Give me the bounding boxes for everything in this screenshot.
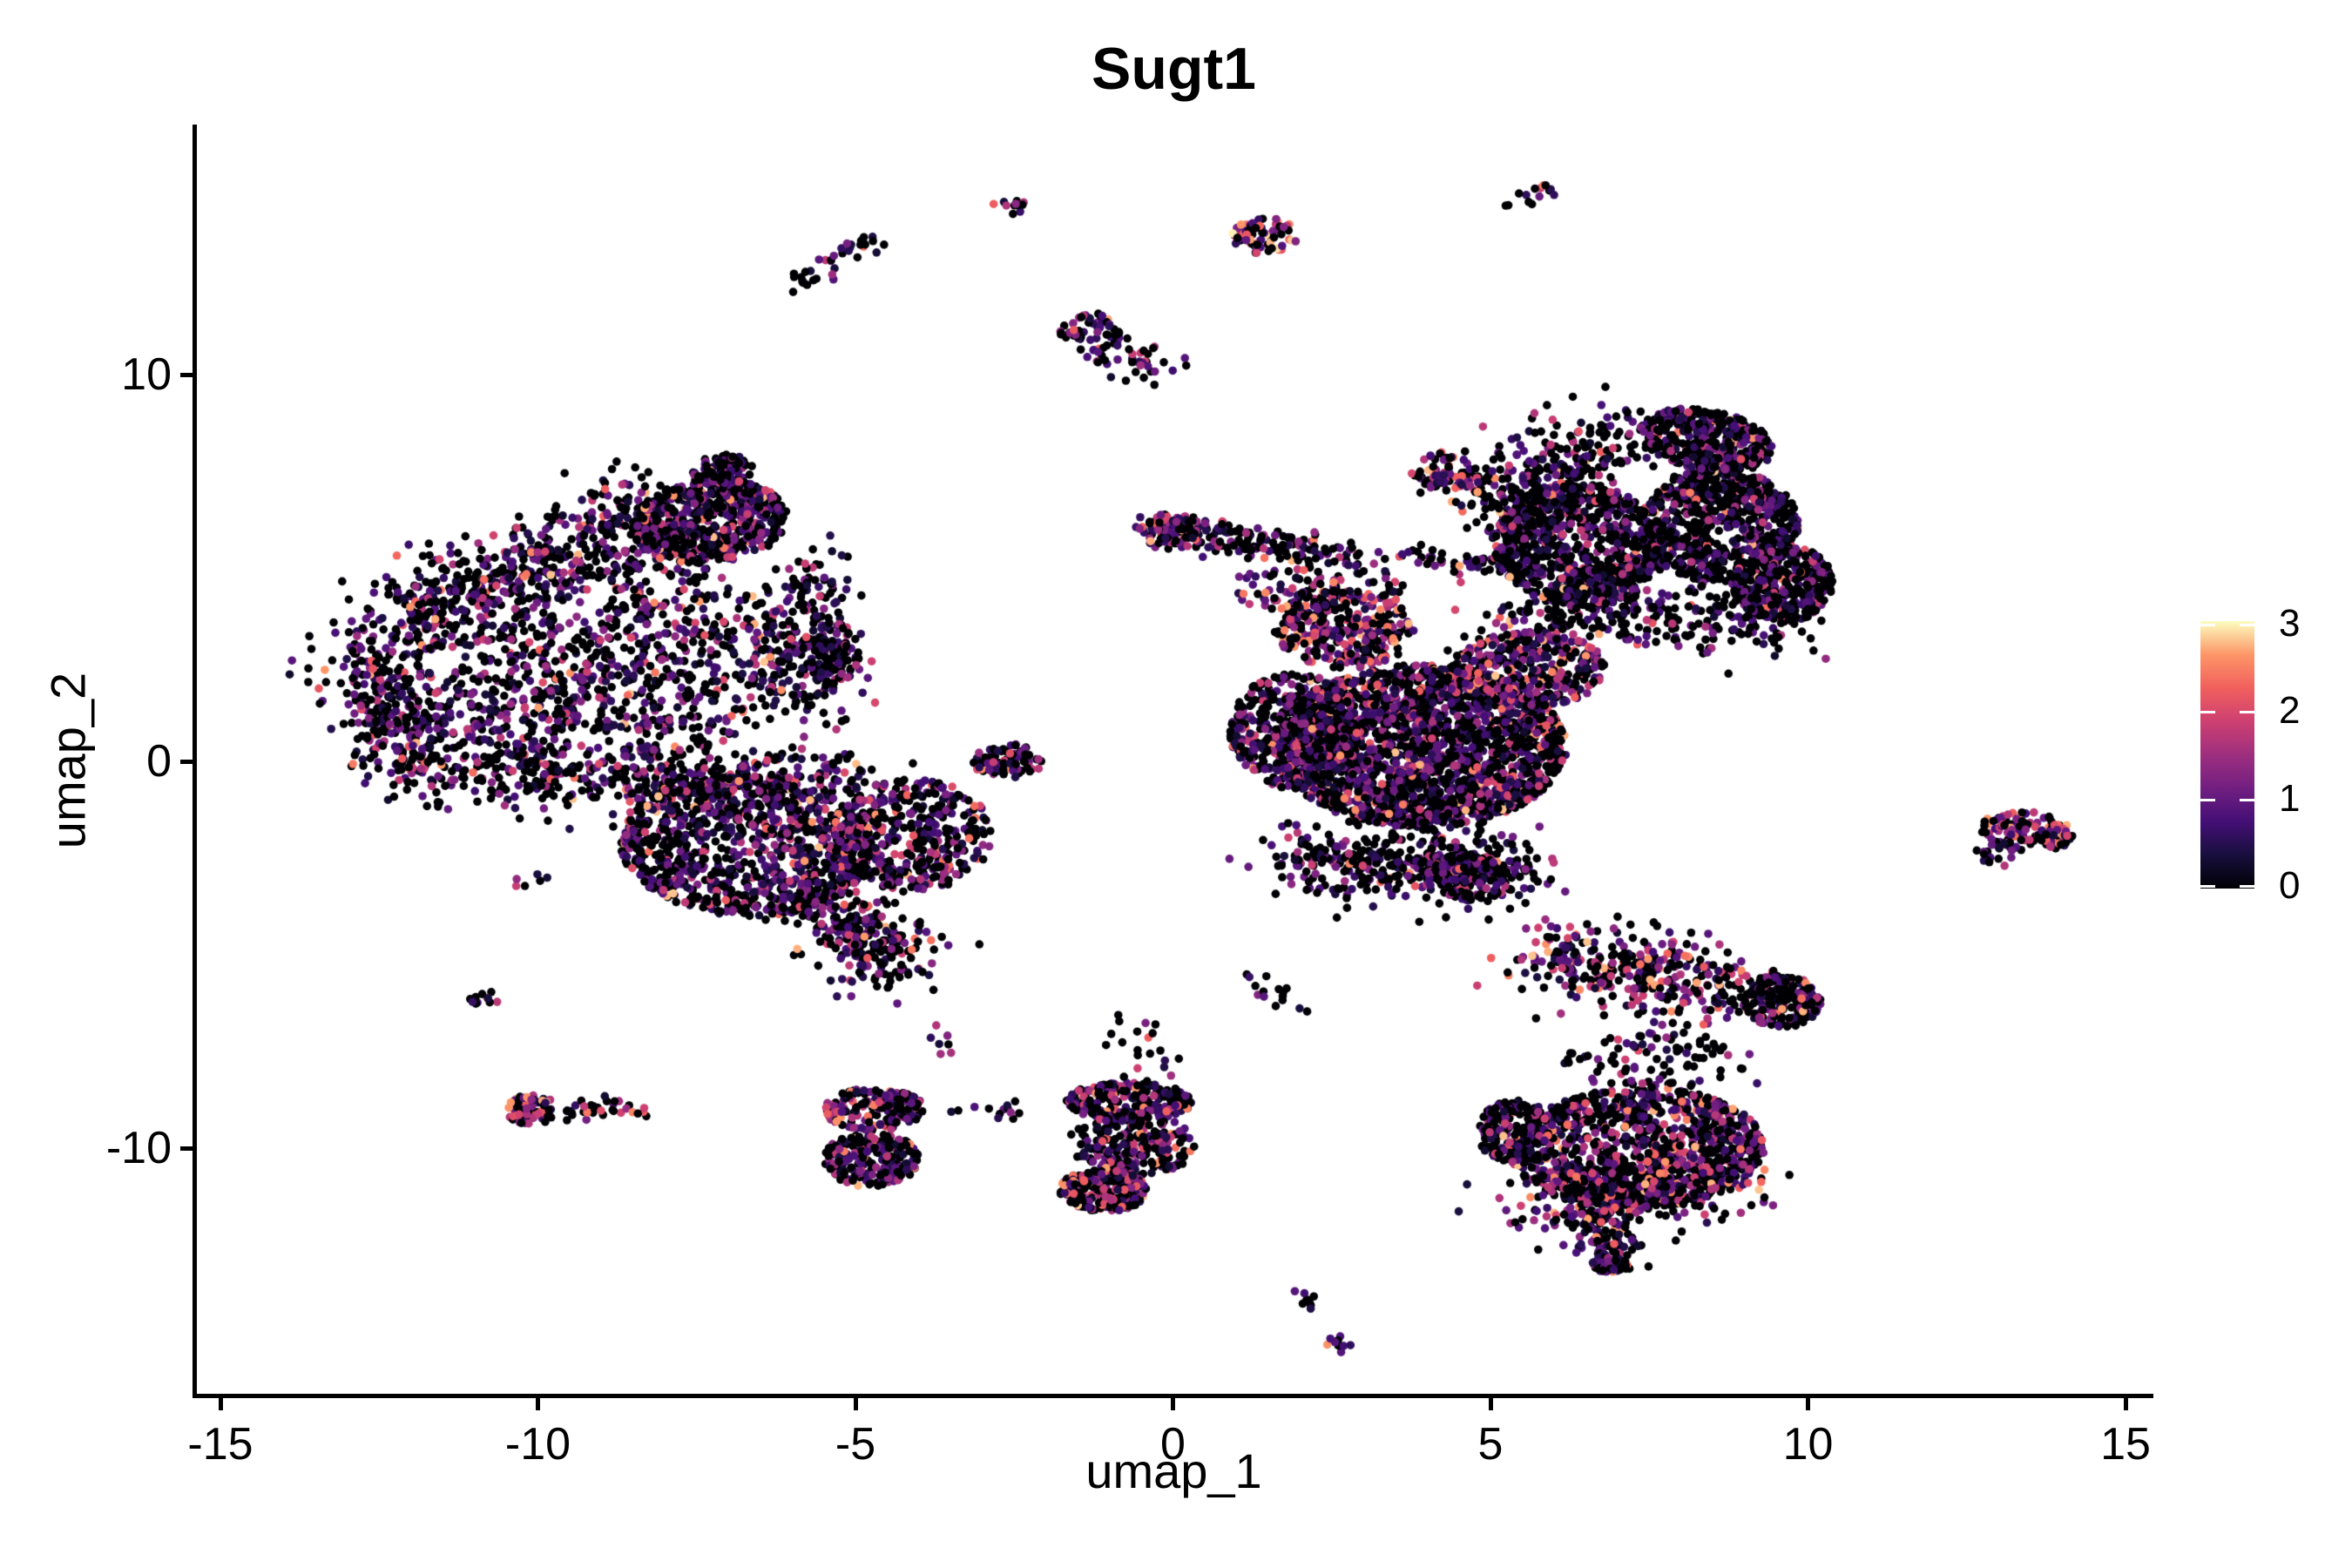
- colorbar-tick-left: [2200, 711, 2215, 714]
- colorbar-label: 0: [2279, 864, 2301, 907]
- y-tick-label: 0: [146, 736, 172, 787]
- y-axis-title: umap_2: [40, 672, 96, 849]
- colorbar-tick-right: [2240, 885, 2254, 888]
- y-tick-mark: [180, 1146, 193, 1151]
- x-tick-label: 15: [2100, 1419, 2151, 1470]
- x-tick-label: -10: [504, 1419, 571, 1470]
- x-tick-label: 10: [1782, 1419, 1834, 1470]
- colorbar-label: 1: [2279, 776, 2301, 820]
- x-tick-mark: [2123, 1398, 2128, 1410]
- y-tick-label: 10: [121, 349, 172, 400]
- x-tick-mark: [1488, 1398, 1493, 1410]
- x-tick-label: 5: [1477, 1419, 1504, 1470]
- x-tick-mark: [536, 1398, 540, 1410]
- colorbar-label: 3: [2279, 602, 2301, 645]
- y-axis-line: [193, 125, 197, 1398]
- x-tick-mark: [1171, 1398, 1175, 1410]
- y-tick-label: -10: [105, 1123, 172, 1173]
- y-tick-mark: [180, 759, 193, 764]
- colorbar-tick-left: [2200, 885, 2215, 888]
- y-tick-mark: [180, 372, 193, 377]
- colorbar-tick-right: [2240, 624, 2254, 627]
- x-tick-mark: [853, 1398, 858, 1410]
- x-axis-title: umap_1: [1085, 1443, 1262, 1498]
- colorbar-tick-left: [2200, 798, 2215, 801]
- x-axis-line: [193, 1394, 2153, 1398]
- colorbar-tick-right: [2240, 711, 2254, 714]
- x-tick-label: -5: [835, 1419, 876, 1470]
- colorbar-gradient: [2200, 621, 2254, 889]
- colorbar-label: 2: [2279, 689, 2301, 733]
- plot-title: Sugt1: [1092, 36, 1256, 102]
- colorbar-tick-left: [2200, 624, 2215, 627]
- x-tick-label: -15: [187, 1419, 253, 1470]
- x-tick-mark: [1806, 1398, 1810, 1410]
- x-tick-mark: [218, 1398, 223, 1410]
- x-tick-label: 0: [1160, 1419, 1186, 1470]
- colorbar-tick-right: [2240, 798, 2254, 801]
